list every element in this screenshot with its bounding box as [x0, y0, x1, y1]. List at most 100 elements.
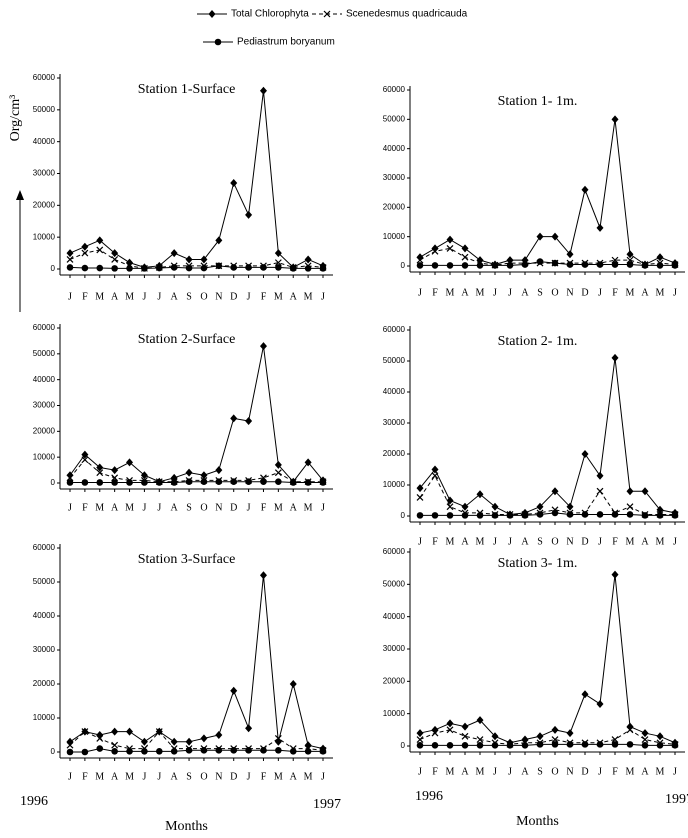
y-tick-label: 0 [51, 747, 56, 756]
marker-circle [126, 479, 133, 486]
y-tick-label: 50000 [33, 577, 56, 586]
marker-x [96, 246, 104, 254]
y-tick-label: 60000 [33, 543, 56, 552]
marker-circle [551, 509, 559, 517]
x-tick-label: J [321, 502, 325, 513]
x-tick-label: F [612, 766, 618, 777]
marker-x [431, 729, 439, 737]
marker-circle [141, 748, 148, 755]
x-tick-label: M [656, 287, 665, 298]
marker-circle [111, 265, 118, 272]
marker-circle [626, 741, 634, 748]
marker-circle [566, 261, 574, 268]
x-tick-label: J [247, 291, 251, 302]
marker-circle [461, 512, 469, 519]
x-tick-label: J [673, 287, 677, 298]
marker-circle [446, 512, 454, 519]
x-tick-label: J [673, 766, 677, 777]
y-tick-label: 40000 [383, 144, 406, 153]
marker-circle [416, 742, 424, 749]
y-tick-label: 20000 [383, 449, 406, 458]
marker-circle [185, 478, 193, 486]
x-tick-label: J [673, 536, 677, 547]
marker-circle [260, 478, 267, 486]
marker-x-stroke [431, 729, 439, 737]
marker-circle [521, 261, 529, 268]
marker-x-stroke [66, 741, 74, 749]
marker-circle [66, 264, 74, 271]
marker-diamond [170, 737, 178, 746]
marker-circle [611, 511, 619, 518]
y-tick-label: 10000 [33, 452, 56, 461]
marker-diamond [596, 223, 604, 232]
chart-title: Station 3-Surface [138, 552, 236, 567]
x-tick-label: M [656, 536, 665, 547]
marker-diamond [461, 722, 469, 731]
y-tick-label: 0 [51, 478, 56, 487]
marker-x [111, 474, 119, 482]
marker-circle [536, 741, 544, 748]
marker-x [416, 256, 424, 264]
marker-x [611, 736, 619, 743]
x-tick-label: S [186, 291, 192, 302]
marker-diamond [581, 185, 589, 194]
marker-diamond [446, 719, 454, 728]
marker-circle [431, 262, 439, 269]
marker-x-stroke [81, 456, 89, 464]
marker-diamond [626, 250, 634, 259]
marker-circle [275, 264, 282, 271]
marker-circle [304, 479, 312, 486]
marker-diamond [230, 179, 238, 188]
marker-diamond [126, 458, 134, 467]
x-tick-label: M [446, 287, 455, 298]
x-tick-label: J [598, 766, 602, 777]
marker-x [66, 741, 74, 749]
x-tick-label: J [598, 536, 602, 547]
x-tick-label: N [215, 771, 222, 782]
x-tick-label: J [418, 287, 422, 298]
x-tick-label: J [68, 771, 72, 782]
marker-diamond [274, 460, 282, 469]
y-tick-label: 60000 [383, 547, 406, 556]
marker-circle [111, 748, 118, 755]
marker-x [81, 456, 89, 464]
x-tick-label: A [461, 287, 469, 298]
marker-circle [81, 479, 89, 486]
marker-diamond [491, 732, 499, 741]
marker-circle [215, 478, 223, 486]
marker-circle [260, 264, 267, 271]
marker-circle [491, 512, 499, 519]
marker-diamond [96, 463, 104, 472]
marker-circle [289, 479, 297, 486]
x-tick-label: M [626, 766, 635, 777]
marker-diamond [185, 468, 193, 477]
marker-circle [304, 265, 312, 272]
y-tick-label: 40000 [33, 611, 56, 620]
marker-diamond [656, 505, 664, 514]
series-line [419, 474, 675, 515]
marker-diamond [596, 699, 604, 708]
marker-diamond [536, 502, 544, 511]
marker-diamond [259, 571, 267, 580]
marker-x [96, 469, 104, 477]
x-tick-label: M [476, 287, 485, 298]
x-tick-label: F [261, 771, 267, 782]
x-tick-label: D [581, 536, 588, 547]
marker-circle [476, 742, 484, 749]
marker-diamond [140, 737, 148, 746]
marker-diamond [476, 490, 484, 499]
marker-x [551, 736, 559, 743]
marker-circle [200, 478, 208, 486]
marker-circle [111, 479, 118, 486]
marker-circle [536, 258, 544, 265]
x-tick-label: M [95, 771, 104, 782]
x-tick-label: A [641, 766, 649, 777]
marker-x-stroke [461, 253, 469, 261]
marker-circle [596, 741, 604, 748]
marker-diamond [126, 727, 134, 736]
marker-x [416, 493, 424, 501]
marker-x [81, 728, 89, 736]
marker-circle [81, 748, 89, 756]
marker-diamond [259, 342, 267, 351]
x-tick-label: O [551, 766, 558, 777]
